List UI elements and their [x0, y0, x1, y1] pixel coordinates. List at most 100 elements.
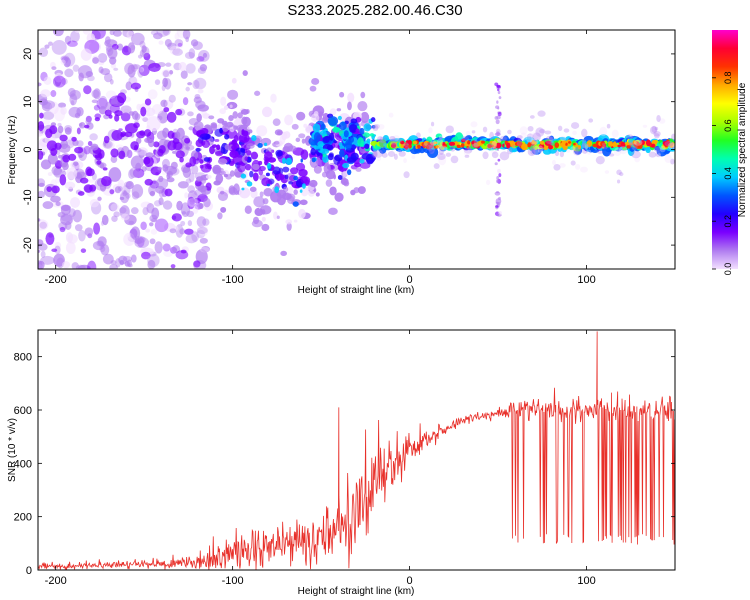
- snr-series-line: [38, 331, 675, 570]
- spectrogram-blob: [169, 45, 181, 55]
- spectrogram-blob: [140, 221, 147, 231]
- spectrogram-blob: [89, 41, 102, 53]
- spectrogram-blob: [38, 260, 43, 269]
- spectrogram-blob: [196, 216, 207, 228]
- spectrogram-blob: [147, 253, 160, 268]
- spectrogram-blob: [179, 156, 184, 163]
- spectrogram-blob: [62, 261, 71, 269]
- spectrogram-blob: [290, 167, 299, 175]
- spectrogram-blob: [606, 123, 611, 129]
- spectrogram-blob: [584, 144, 589, 150]
- spectrogram-blob: [496, 138, 502, 143]
- spectrogram-blob: [350, 118, 358, 124]
- spectrogram-blob: [270, 190, 282, 203]
- spectrogram-blob: [96, 97, 108, 110]
- spectrogram-blob: [490, 146, 498, 154]
- spectrogram-blob: [46, 186, 53, 193]
- spectrogram-blob: [428, 145, 435, 155]
- spectrogram-blob: [273, 140, 280, 145]
- spectrogram-blob: [241, 129, 245, 135]
- spectrogram-blob: [621, 146, 628, 151]
- spectrogram-blob: [163, 249, 174, 257]
- spectrogram-y-axis-label: Frequency (Hz): [7, 116, 18, 185]
- spectrogram-blob: [49, 125, 58, 135]
- spectrogram-blob: [337, 115, 342, 121]
- spectrogram-blob: [192, 41, 203, 50]
- spectrogram-blob: [71, 136, 77, 142]
- spectrogram-blob: [450, 155, 459, 164]
- spectrogram-blob: [38, 243, 48, 251]
- spectrogram-blob: [494, 116, 498, 120]
- spectrogram-blob: [120, 105, 132, 115]
- spectrogram-blob: [651, 125, 657, 133]
- spectrogram-blob: [111, 215, 118, 222]
- spectrogram-blob: [438, 148, 444, 155]
- spectrogram-blob: [360, 91, 366, 99]
- spectrogram-blob: [283, 131, 291, 139]
- spectrogram-blob: [397, 149, 402, 154]
- spectrogram-blob: [85, 71, 94, 77]
- spectrogram-blob: [105, 141, 115, 150]
- spectrogram-blob: [664, 140, 674, 147]
- spectrogram-blob: [59, 134, 68, 142]
- spectrogram-blob: [146, 116, 161, 132]
- spectrogram-blob: [482, 151, 489, 160]
- spectrogram-blob: [130, 141, 139, 151]
- spectrogram-blob: [105, 90, 117, 99]
- spectrogram-blob: [430, 121, 435, 127]
- spectrogram-blob: [78, 154, 83, 158]
- spectrogram-blob: [41, 100, 56, 110]
- spectrogram-blob: [90, 143, 99, 151]
- spectrogram-blob: [123, 108, 130, 114]
- spectrogram-blob: [307, 189, 315, 197]
- spectrogram-blob: [245, 163, 252, 171]
- spectrogram-blob: [187, 111, 194, 117]
- spectrogram-blob: [403, 145, 409, 149]
- spectrogram-blob: [347, 101, 352, 111]
- snr-panel: -200 -100 0 100 0 200 400 600 800 Height of str…: [7, 329, 676, 597]
- spectrogram-blob: [461, 138, 466, 143]
- spectrogram-blob: [49, 101, 59, 115]
- spectrogram-blob: [131, 254, 137, 263]
- spectrogram-blob: [581, 139, 587, 143]
- spectrogram-blob: [381, 152, 388, 158]
- spectrogram-blob: [299, 199, 308, 206]
- spectrogram-blob: [259, 205, 272, 215]
- spectrogram-blob: [428, 127, 433, 134]
- spectrogram-blob: [566, 149, 571, 153]
- spectrogram-blob: [582, 148, 588, 154]
- spectrogram-blob: [87, 140, 93, 147]
- spectrogram-blob: [595, 156, 605, 165]
- spectrogram-blob: [53, 253, 65, 267]
- spectrogram-blob: [64, 68, 74, 78]
- snr-x-ticks: -200 -100 0 100: [45, 330, 596, 587]
- spectrogram-blob: [145, 228, 151, 233]
- spectrogram-blob: [184, 228, 194, 235]
- spectrogram-blob: [298, 133, 306, 139]
- spectrogram-blob: [109, 263, 118, 269]
- spectrogram-blob: [545, 135, 553, 145]
- spectrogram-blob: [194, 77, 207, 90]
- spectrogram-blob: [337, 174, 343, 180]
- colorbar-label: Normalized spectral amplitude: [737, 82, 748, 217]
- spectrogram-blob: [219, 127, 224, 134]
- spectrogram-blob: [182, 165, 192, 178]
- spectrogram-blob: [663, 140, 670, 147]
- spectrogram-blob: [91, 99, 98, 104]
- snr-y-tick-label: 800: [14, 352, 32, 364]
- spectrogram-blob: [548, 144, 553, 150]
- spectrogram-blob: [125, 81, 133, 91]
- spectrogram-blob: [154, 79, 161, 86]
- spectrogram-blob: [242, 70, 248, 76]
- spectrogram-blob: [631, 150, 641, 159]
- spectrogram-blob: [213, 180, 221, 186]
- spectrogram-blob: [60, 59, 66, 65]
- spectrogram-blob: [433, 163, 440, 170]
- spectrogram-blob: [120, 132, 125, 138]
- spectrogram-blob: [270, 93, 277, 103]
- spectrogram-blob: [208, 115, 215, 120]
- spectrogram-blob: [176, 127, 185, 140]
- spectrogram-blob: [496, 143, 502, 148]
- spectrogram-blob: [47, 171, 53, 177]
- spectrogram-blob: [85, 115, 92, 123]
